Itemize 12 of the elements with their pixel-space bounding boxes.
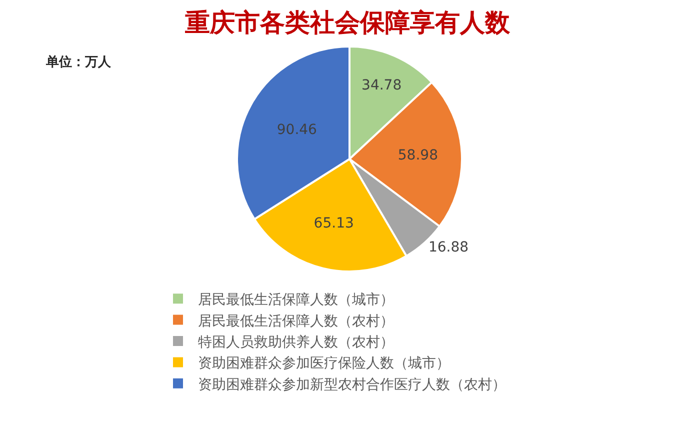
legend-label: 居民最低生活保障人数（城市） <box>198 292 394 308</box>
data-label: 16.88 <box>428 239 469 256</box>
data-label: 58.98 <box>398 147 438 164</box>
legend-label: 资助困难群众参加新型农村合作医疗人数（农村） <box>198 376 506 393</box>
legend-label: 特困人员救助供养人数（农村） <box>198 334 394 350</box>
chart-title: 重庆市各类社会保障享有人数 <box>184 8 511 37</box>
data-label: 34.78 <box>362 77 402 94</box>
text: 单位：万人 <box>45 54 112 70</box>
data-label: 65.13 <box>314 215 354 232</box>
legend-label: 居民最低生活保障人数（农村） <box>198 313 394 330</box>
data-label: 90.46 <box>276 122 318 138</box>
legend-label: 资助困难群众参加医疗保险人数（城市） <box>198 356 450 372</box>
